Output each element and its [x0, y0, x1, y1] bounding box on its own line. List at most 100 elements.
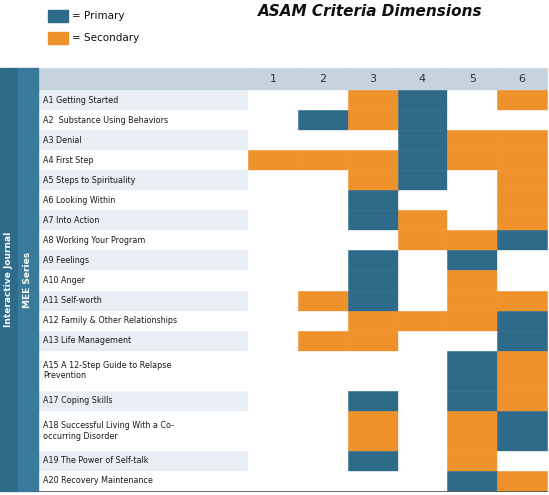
- Bar: [248, 250, 298, 270]
- Bar: [38, 210, 248, 230]
- Bar: [348, 230, 397, 250]
- Bar: [38, 90, 248, 110]
- Bar: [348, 331, 397, 350]
- Text: 5: 5: [469, 74, 476, 84]
- Bar: [397, 411, 447, 451]
- Text: A4 First Step: A4 First Step: [43, 155, 94, 165]
- Text: Interactive Journal: Interactive Journal: [4, 232, 14, 327]
- Bar: [348, 250, 397, 270]
- Bar: [38, 110, 248, 130]
- Bar: [38, 350, 248, 391]
- Bar: [497, 68, 547, 90]
- Bar: [447, 471, 497, 491]
- Bar: [497, 150, 547, 170]
- Bar: [18, 68, 38, 491]
- Bar: [348, 310, 397, 331]
- Bar: [397, 350, 447, 391]
- Bar: [298, 250, 348, 270]
- Bar: [298, 110, 348, 130]
- Bar: [397, 150, 447, 170]
- Bar: [38, 130, 248, 150]
- Text: A1 Getting Started: A1 Getting Started: [43, 96, 118, 104]
- Text: A20 Recovery Maintenance: A20 Recovery Maintenance: [43, 477, 153, 486]
- Bar: [447, 190, 497, 210]
- Bar: [248, 170, 298, 190]
- Bar: [38, 230, 248, 250]
- Bar: [497, 250, 547, 270]
- Bar: [38, 331, 248, 350]
- Bar: [348, 90, 397, 110]
- Bar: [298, 331, 348, 350]
- Bar: [298, 471, 348, 491]
- Bar: [497, 411, 547, 451]
- Bar: [248, 230, 298, 250]
- Text: A8 Working Your Program: A8 Working Your Program: [43, 236, 145, 245]
- Bar: [38, 411, 248, 451]
- Text: ASAM Criteria Dimensions: ASAM Criteria Dimensions: [257, 4, 483, 19]
- Bar: [248, 471, 298, 491]
- Text: A19 The Power of Self-talk: A19 The Power of Self-talk: [43, 456, 148, 465]
- Bar: [248, 210, 298, 230]
- Bar: [497, 350, 547, 391]
- Bar: [397, 270, 447, 291]
- Text: A3 Denial: A3 Denial: [43, 136, 82, 145]
- Bar: [348, 451, 397, 471]
- Bar: [447, 90, 497, 110]
- Bar: [447, 250, 497, 270]
- Bar: [397, 391, 447, 411]
- Bar: [447, 270, 497, 291]
- Bar: [397, 130, 447, 150]
- Bar: [497, 190, 547, 210]
- Bar: [397, 471, 447, 491]
- Bar: [38, 68, 248, 90]
- Bar: [248, 310, 298, 331]
- Bar: [248, 270, 298, 291]
- Bar: [447, 68, 497, 90]
- Bar: [397, 190, 447, 210]
- Bar: [447, 291, 497, 310]
- Text: 6: 6: [519, 74, 525, 84]
- Bar: [348, 68, 397, 90]
- Bar: [397, 451, 447, 471]
- Bar: [348, 190, 397, 210]
- Bar: [248, 90, 298, 110]
- Bar: [348, 471, 397, 491]
- Bar: [497, 331, 547, 350]
- Bar: [348, 291, 397, 310]
- Text: MEE Series: MEE Series: [24, 251, 32, 307]
- Bar: [248, 68, 298, 90]
- Bar: [248, 331, 298, 350]
- Bar: [298, 270, 348, 291]
- Bar: [38, 190, 248, 210]
- Bar: [447, 150, 497, 170]
- Bar: [248, 110, 298, 130]
- Bar: [298, 310, 348, 331]
- Bar: [298, 391, 348, 411]
- Text: = Secondary: = Secondary: [72, 33, 139, 43]
- Bar: [298, 291, 348, 310]
- Bar: [348, 411, 397, 451]
- Text: 2: 2: [319, 74, 326, 84]
- Bar: [497, 210, 547, 230]
- Bar: [38, 170, 248, 190]
- Text: A5 Steps to Spirituality: A5 Steps to Spirituality: [43, 176, 136, 185]
- Bar: [497, 291, 547, 310]
- Bar: [348, 391, 397, 411]
- Bar: [38, 391, 248, 411]
- Text: A12 Family & Other Relationships: A12 Family & Other Relationships: [43, 316, 177, 325]
- Text: A2  Substance Using Behaviors: A2 Substance Using Behaviors: [43, 115, 168, 125]
- Text: 4: 4: [419, 74, 426, 84]
- Bar: [248, 411, 298, 451]
- Bar: [348, 170, 397, 190]
- Text: A10 Anger: A10 Anger: [43, 276, 85, 285]
- Bar: [248, 391, 298, 411]
- Bar: [447, 110, 497, 130]
- Bar: [397, 250, 447, 270]
- Bar: [38, 270, 248, 291]
- Text: A15 A 12-Step Guide to Relapse
Prevention: A15 A 12-Step Guide to Relapse Preventio…: [43, 361, 171, 380]
- Bar: [397, 110, 447, 130]
- Text: A6 Looking Within: A6 Looking Within: [43, 196, 115, 205]
- Bar: [447, 411, 497, 451]
- Bar: [447, 331, 497, 350]
- Bar: [298, 350, 348, 391]
